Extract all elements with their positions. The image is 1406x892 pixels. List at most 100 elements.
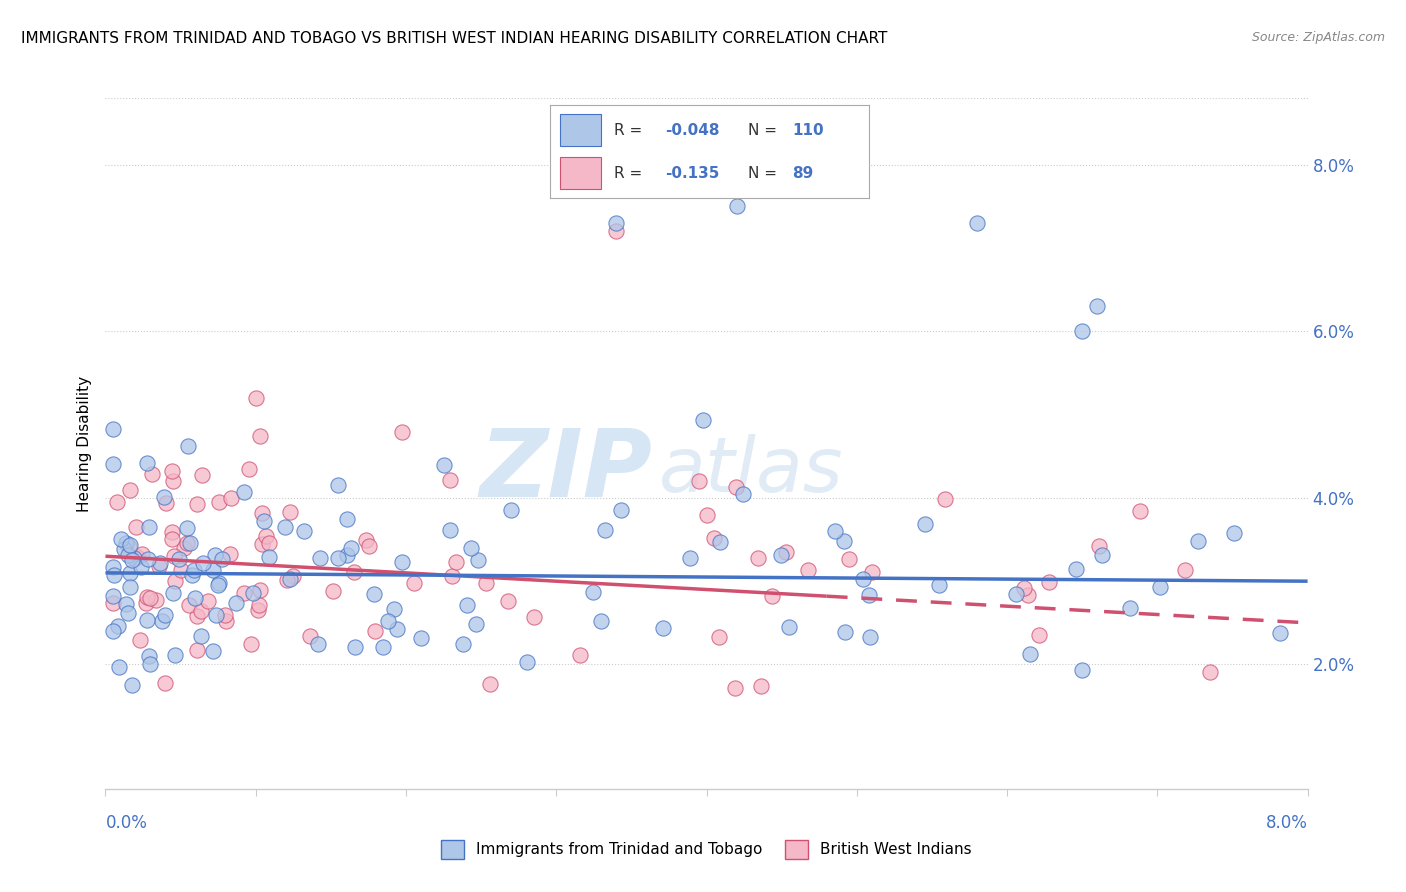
Point bbox=[593, 523, 616, 537]
Point bbox=[1071, 324, 1094, 338]
Point bbox=[354, 533, 377, 548]
Point bbox=[749, 679, 772, 693]
Point bbox=[725, 199, 748, 213]
Point bbox=[176, 535, 198, 549]
Point bbox=[202, 563, 225, 577]
Point bbox=[135, 613, 157, 627]
Point bbox=[107, 619, 129, 633]
Legend: Immigrants from Trinidad and Tobago, British West Indians: Immigrants from Trinidad and Tobago, Bri… bbox=[434, 834, 979, 864]
Point bbox=[184, 591, 207, 606]
Point bbox=[832, 534, 855, 549]
Text: 8.0%: 8.0% bbox=[1265, 814, 1308, 831]
Point bbox=[709, 535, 731, 549]
Point bbox=[115, 536, 138, 550]
Point bbox=[252, 536, 274, 550]
Point bbox=[411, 632, 433, 646]
Point bbox=[339, 541, 361, 555]
Point bbox=[724, 681, 747, 696]
Point bbox=[591, 615, 613, 629]
Point bbox=[1149, 580, 1171, 594]
Point bbox=[153, 490, 176, 504]
Point bbox=[1028, 627, 1050, 641]
Point bbox=[118, 483, 141, 498]
Point bbox=[292, 524, 315, 538]
Point bbox=[162, 532, 184, 546]
Point bbox=[914, 517, 936, 532]
Point bbox=[149, 556, 172, 570]
Point bbox=[1187, 534, 1209, 549]
Point bbox=[101, 457, 124, 471]
Point bbox=[214, 608, 236, 623]
Point bbox=[148, 558, 170, 573]
Point bbox=[523, 610, 546, 624]
Point bbox=[135, 596, 157, 610]
Point bbox=[1019, 647, 1042, 661]
Point bbox=[167, 551, 190, 566]
Point bbox=[439, 473, 461, 487]
Point bbox=[322, 583, 344, 598]
Point bbox=[211, 551, 233, 566]
Point bbox=[1090, 548, 1112, 562]
Text: ZIP: ZIP bbox=[479, 425, 652, 517]
Point bbox=[276, 574, 298, 588]
Point bbox=[460, 541, 482, 556]
Point bbox=[569, 648, 592, 663]
Point bbox=[183, 563, 205, 577]
Point bbox=[162, 586, 184, 600]
Point bbox=[652, 621, 675, 635]
Point bbox=[1174, 563, 1197, 577]
Point bbox=[197, 594, 219, 608]
Text: Source: ZipAtlas.com: Source: ZipAtlas.com bbox=[1251, 31, 1385, 45]
Point bbox=[108, 659, 131, 673]
Point bbox=[278, 505, 301, 519]
Point bbox=[170, 563, 193, 577]
Point bbox=[103, 568, 125, 582]
Point bbox=[696, 508, 718, 523]
Point bbox=[186, 642, 208, 657]
Point bbox=[278, 572, 301, 586]
Point bbox=[112, 542, 135, 557]
Point bbox=[162, 474, 184, 488]
Point bbox=[775, 545, 797, 559]
Point bbox=[747, 551, 769, 566]
Point bbox=[219, 547, 242, 561]
Point bbox=[778, 620, 800, 634]
Point bbox=[136, 456, 159, 470]
Point bbox=[129, 632, 152, 647]
Point bbox=[1268, 626, 1291, 640]
Point bbox=[834, 624, 856, 639]
Point bbox=[250, 507, 273, 521]
Point bbox=[155, 676, 177, 690]
Point bbox=[247, 599, 270, 613]
Point bbox=[707, 630, 730, 644]
Point bbox=[439, 523, 461, 537]
Point bbox=[193, 556, 215, 570]
Point bbox=[692, 413, 714, 427]
Point bbox=[179, 536, 201, 550]
Point bbox=[928, 578, 950, 592]
Text: atlas: atlas bbox=[658, 434, 844, 508]
Y-axis label: Hearing Disability: Hearing Disability bbox=[76, 376, 91, 512]
Point bbox=[233, 586, 256, 600]
Point bbox=[225, 596, 247, 610]
Point bbox=[371, 640, 394, 655]
Point bbox=[179, 598, 201, 612]
Point bbox=[239, 637, 262, 651]
Point bbox=[1129, 504, 1152, 518]
Point bbox=[703, 531, 725, 545]
Point bbox=[377, 614, 399, 628]
Point bbox=[1005, 587, 1028, 601]
Point bbox=[1012, 582, 1035, 596]
Text: IMMIGRANTS FROM TRINIDAD AND TOBAGO VS BRITISH WEST INDIAN HEARING DISABILITY CO: IMMIGRANTS FROM TRINIDAD AND TOBAGO VS B… bbox=[21, 31, 887, 46]
Point bbox=[769, 548, 792, 562]
Point bbox=[257, 550, 280, 565]
Point bbox=[207, 578, 229, 592]
Point bbox=[281, 569, 304, 583]
Point bbox=[860, 566, 883, 580]
Point bbox=[215, 615, 238, 629]
Point bbox=[441, 568, 464, 582]
Point bbox=[165, 648, 187, 663]
Point bbox=[247, 603, 270, 617]
Point bbox=[242, 586, 264, 600]
Point bbox=[186, 498, 208, 512]
